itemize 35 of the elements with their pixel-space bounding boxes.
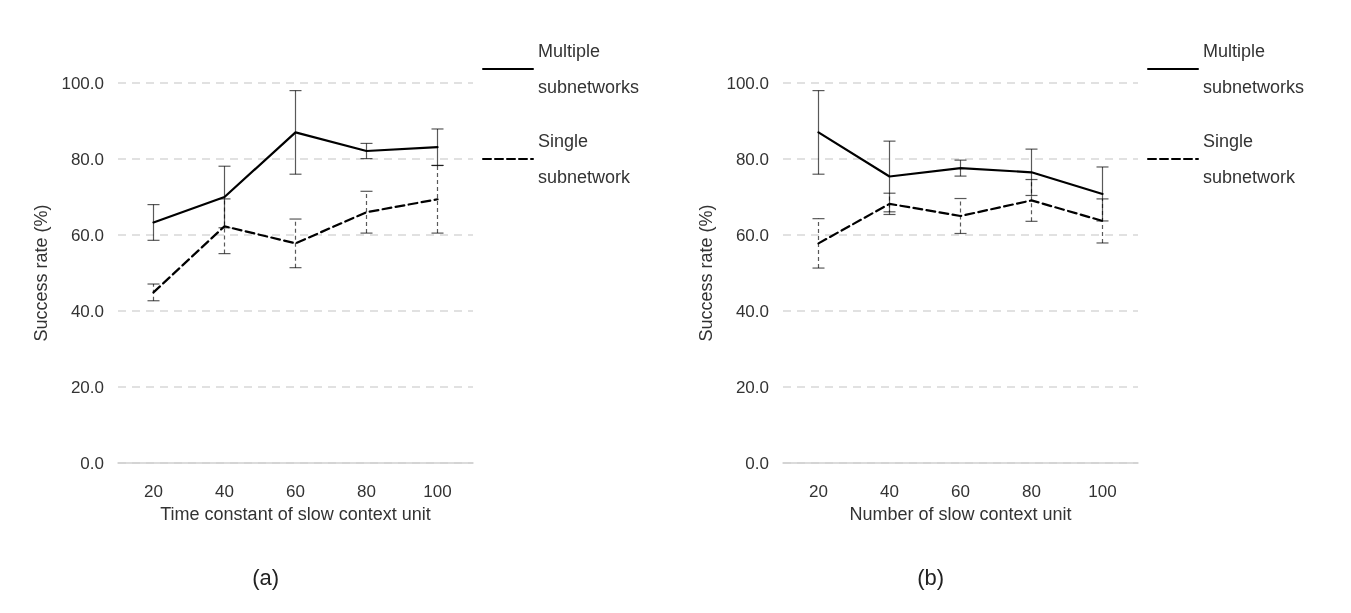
text: (b) (917, 564, 945, 590)
y-tick-label: 0.0 (745, 453, 769, 473)
y-tick-label: 60.0 (735, 225, 769, 245)
y-tick-label: 80.0 (70, 149, 104, 169)
x-tick-label: 100 (1088, 482, 1117, 501)
y-tick-label: 20.0 (70, 377, 104, 397)
x-tick-label: 60 (951, 482, 970, 501)
x-tick-label: 80 (357, 482, 376, 501)
y-axis-title: Success rate (%) (696, 204, 716, 342)
legend-label: Multiple subnetworks (538, 41, 640, 97)
line-series (152, 131, 439, 224)
x-tick-label: 100 (423, 482, 452, 501)
x-tick-label: 20 (144, 482, 163, 501)
text: (a) (252, 564, 280, 590)
y-tick-label: 0.0 (80, 453, 104, 473)
x-axis-title: Time constant of slow context unit (160, 503, 431, 524)
y-tick-label: 100.0 (726, 73, 769, 93)
legend-label: Single subnetwork (538, 131, 632, 187)
line-series (152, 198, 439, 294)
y-tick-label: 60.0 (70, 225, 104, 245)
y-tick-label: 40.0 (735, 301, 769, 321)
x-tick-label: 80 (1022, 482, 1041, 501)
x-tick-label: 40 (215, 482, 234, 501)
x-axis-title: Number of slow context unit (849, 503, 1072, 524)
legend-label: Multiple subnetworks (1203, 41, 1305, 97)
x-tick-label: 20 (809, 482, 828, 501)
y-tick-label: 40.0 (70, 301, 104, 321)
y-tick-label: 20.0 (735, 377, 769, 397)
x-tick-label: 60 (286, 482, 305, 501)
legend-label: Single subnetwork (1203, 131, 1297, 187)
y-tick-label: 80.0 (735, 149, 769, 169)
y-tick-label: 100.0 (61, 73, 104, 93)
y-axis-title: Success rate (%) (31, 204, 51, 342)
line-series (817, 131, 1104, 196)
x-tick-label: 40 (880, 482, 899, 501)
